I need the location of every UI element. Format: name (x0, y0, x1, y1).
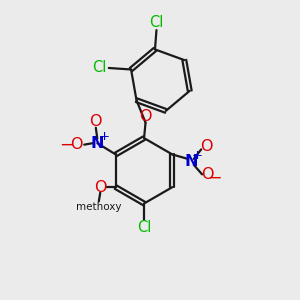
Text: O: O (201, 167, 214, 182)
Text: O: O (90, 114, 102, 129)
Text: −: − (59, 136, 74, 154)
Text: O: O (139, 109, 152, 124)
Text: Cl: Cl (149, 15, 164, 30)
Text: Cl: Cl (92, 61, 106, 76)
Text: methoxy: methoxy (76, 202, 122, 212)
Text: +: + (192, 149, 203, 162)
Text: −: − (207, 168, 222, 186)
Text: O: O (200, 139, 213, 154)
Text: Cl: Cl (137, 220, 151, 236)
Text: N: N (91, 136, 104, 151)
Text: +: + (98, 130, 110, 143)
Text: O: O (70, 137, 82, 152)
Text: O: O (94, 180, 106, 195)
Text: N: N (184, 154, 197, 169)
